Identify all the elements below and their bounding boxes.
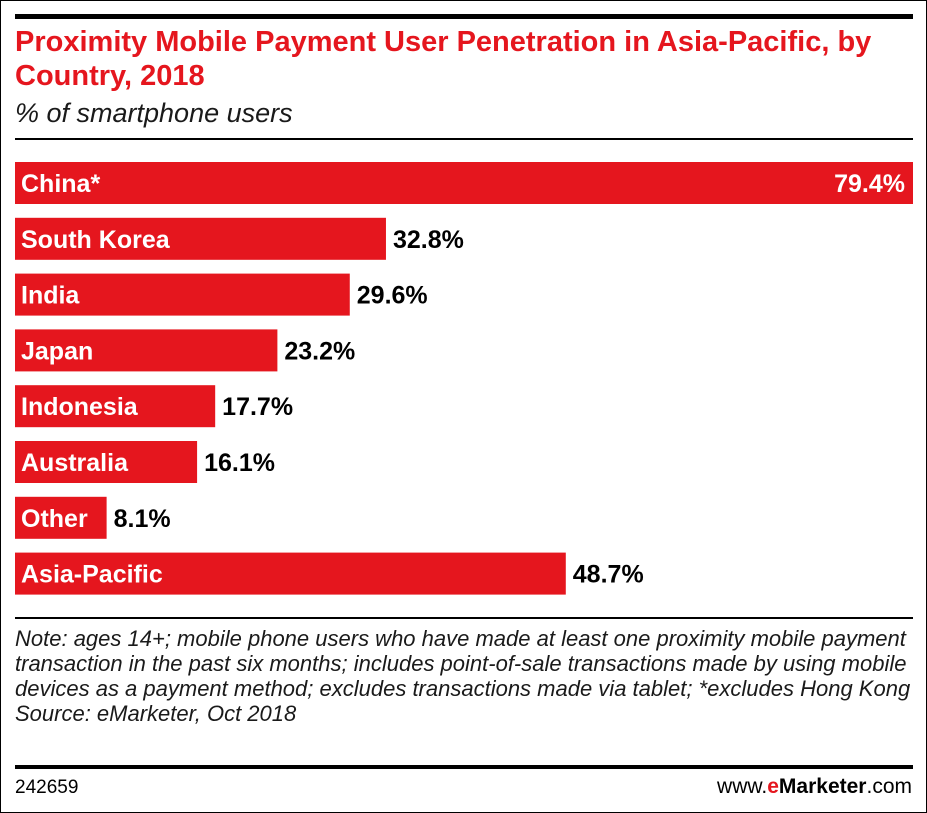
footer-divider xyxy=(15,617,913,619)
category-label: South Korea xyxy=(21,226,171,254)
brand-prefix: www. xyxy=(717,775,768,798)
value-label: 32.8% xyxy=(393,226,464,254)
chart-title: Proximity Mobile Payment User Penetratio… xyxy=(15,26,872,92)
category-label: Indonesia xyxy=(21,393,139,421)
value-label: 29.6% xyxy=(357,282,428,310)
category-label: China* xyxy=(21,170,100,198)
value-label: 23.2% xyxy=(284,337,355,365)
bar-india xyxy=(15,273,350,316)
chart-footnote: Note: ages 14+; mobile phone users who h… xyxy=(15,626,913,726)
value-label: 48.7% xyxy=(573,561,644,589)
value-label: 8.1% xyxy=(114,505,171,533)
bar-indonesia xyxy=(15,385,216,428)
source-text: Source: eMarketer, Oct 2018 xyxy=(15,701,297,726)
bottom-rule xyxy=(15,765,913,769)
chart-subtitle: % of smartphone users xyxy=(15,98,293,128)
brand-suffix: .com xyxy=(866,775,912,798)
category-label: Japan xyxy=(21,337,93,365)
brand-name: Marketer xyxy=(778,775,867,798)
bar-china xyxy=(15,162,913,204)
brand-e: e xyxy=(767,775,779,798)
value-label: 16.1% xyxy=(204,449,275,477)
category-label: Asia-Pacific xyxy=(21,561,163,589)
brand-url[interactable]: www.eMarketer.com xyxy=(717,775,912,799)
header-divider xyxy=(15,138,913,140)
bar-other xyxy=(15,496,107,539)
chart-id: 242659 xyxy=(15,777,79,798)
top-rule xyxy=(15,14,913,19)
note-text: Note: ages 14+; mobile phone users who h… xyxy=(15,626,911,701)
bar-south-korea xyxy=(15,217,386,260)
category-label: India xyxy=(21,282,80,310)
value-label: 79.4% xyxy=(834,170,905,198)
value-label: 17.7% xyxy=(222,393,293,421)
category-label: Other xyxy=(21,505,88,533)
bar-asia-pacific xyxy=(15,552,566,595)
bar-chart: China* 79.4% South Korea 32.8% India 29.6% Jap… xyxy=(15,162,913,595)
bar-japan xyxy=(15,329,278,372)
bar-australia xyxy=(15,441,198,483)
category-label: Australia xyxy=(21,449,129,477)
